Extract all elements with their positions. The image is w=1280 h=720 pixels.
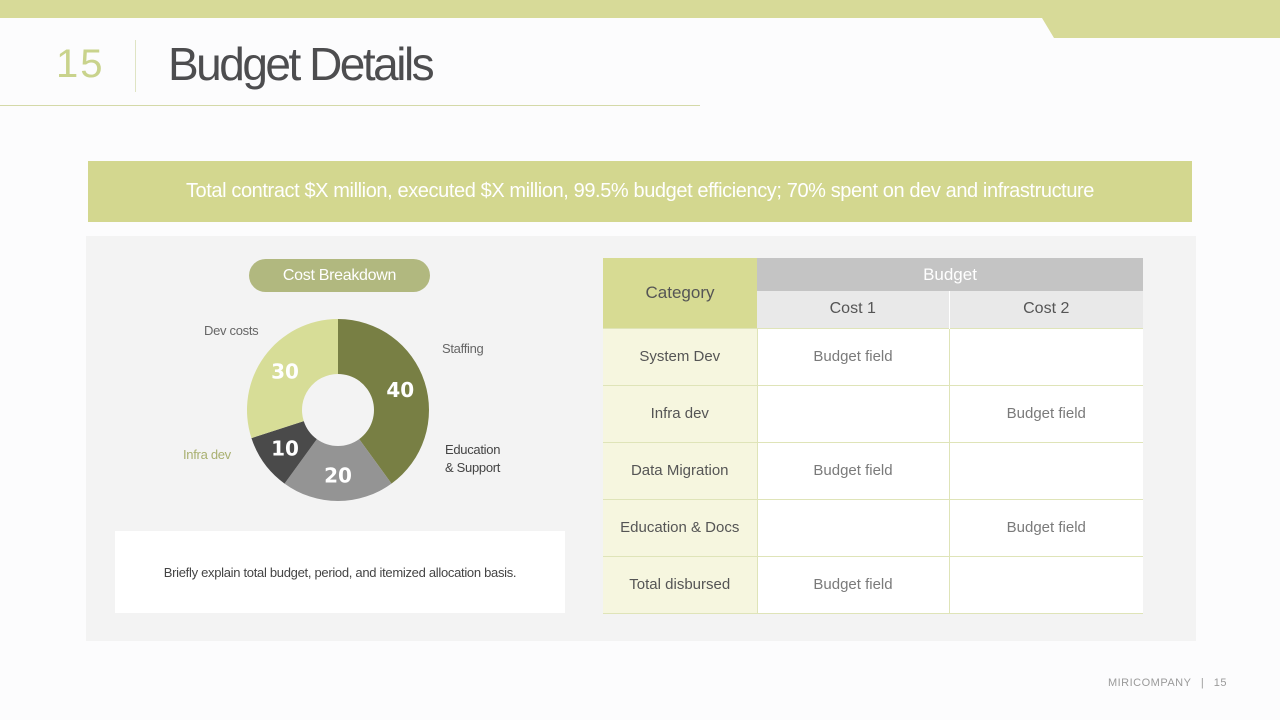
cost2-header: Cost 2: [948, 291, 1144, 328]
slice-value-label: 30: [271, 360, 299, 384]
footer-page: 15: [1213, 677, 1227, 689]
slice-education-support: [251, 421, 317, 484]
budget-header: Budget: [757, 258, 1144, 291]
budget-note-text: Briefly explain total budget, period, an…: [163, 564, 517, 580]
row-category: Education & Docs: [603, 499, 757, 557]
row-cost1: Budget field: [756, 556, 949, 614]
label-staffing: Staffing: [442, 341, 484, 356]
table-row: Data Migration Budget field: [603, 442, 1144, 500]
row-cost1: Budget field: [756, 442, 949, 500]
title-separator: [135, 40, 136, 92]
row-cost2: Budget field: [948, 499, 1144, 557]
slice-infra-dev: [247, 319, 338, 439]
table-row: Total disbursed Budget field: [603, 556, 1144, 614]
summary-text: Total contract $X million, executed $X m…: [185, 180, 1095, 202]
budget-note: Briefly explain total budget, period, an…: [115, 531, 565, 613]
cost-breakdown-pill: Cost Breakdown: [249, 259, 430, 292]
slide-number: 15: [56, 42, 105, 86]
row-category: Infra dev: [603, 385, 757, 443]
label-infra-dev: Infra dev: [183, 447, 231, 462]
row-cost2: [948, 442, 1144, 500]
category-header: Category: [603, 258, 757, 328]
cost-breakdown-donut-chart: 40 20 10 30: [247, 319, 429, 501]
row-category: Total disbursed: [603, 556, 757, 614]
row-category: System Dev: [603, 327, 757, 386]
slice-value-label: 10: [271, 436, 299, 460]
top-accent-band: [0, 0, 1280, 38]
row-category: Data Migration: [603, 442, 757, 500]
footer-separator: |: [1200, 677, 1205, 689]
summary-banner: Total contract $X million, executed $X m…: [88, 161, 1192, 222]
row-cost2: Budget field: [948, 385, 1144, 443]
table-row: Infra dev Budget field: [603, 385, 1144, 443]
row-cost2: [948, 556, 1144, 614]
footer: MIRICOMPANY | 15: [1108, 677, 1227, 689]
label-education-line1: Education: [445, 442, 501, 457]
row-cost1: [756, 499, 949, 557]
footer-company: MIRICOMPANY: [1107, 677, 1192, 689]
row-cost1: [756, 385, 949, 443]
title-underline: [0, 105, 700, 106]
table-row: System Dev Budget field: [603, 327, 1144, 386]
slice-value-label: 40: [386, 378, 414, 402]
table-row: Education & Docs Budget field: [603, 499, 1144, 557]
budget-table: Category Budget Cost 1 Cost 2 System Dev…: [603, 258, 1144, 614]
row-cost2: [948, 327, 1144, 386]
slice-value-label: 20: [324, 464, 352, 488]
row-cost1: Budget field: [756, 327, 949, 386]
label-education-line2: & Support: [445, 460, 501, 475]
label-dev-costs: Dev costs: [204, 323, 259, 338]
slice-dev-costs: [338, 319, 429, 484]
cost1-header: Cost 1: [757, 291, 949, 328]
page-title: Budget Details: [168, 38, 435, 90]
slice-staffing: [284, 439, 392, 501]
